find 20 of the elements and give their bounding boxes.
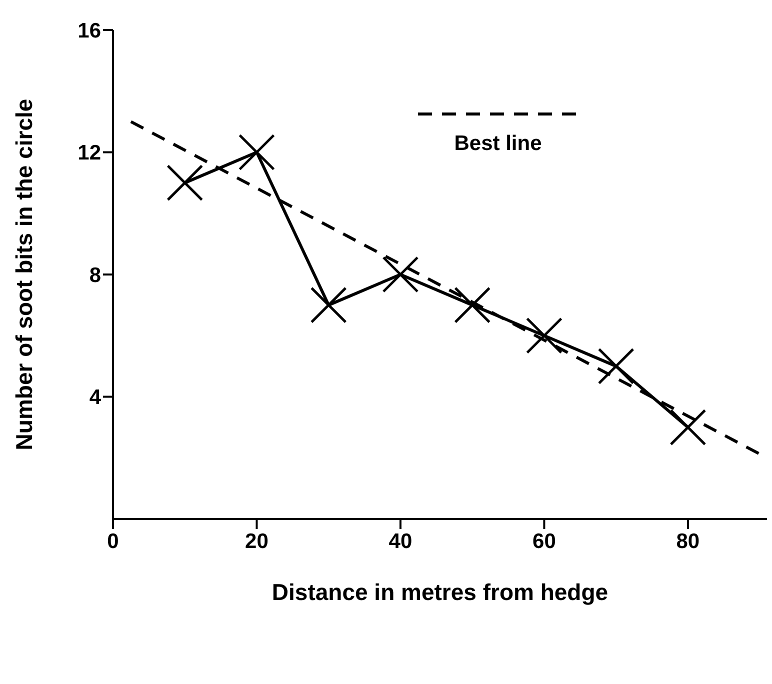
y-tick-label: 16 bbox=[78, 19, 101, 42]
y-axis-title: Number of soot bits in the circle bbox=[11, 98, 38, 450]
x-tick-label: 0 bbox=[107, 530, 119, 553]
x-axis-title: Distance in metres from hedge bbox=[272, 579, 608, 605]
text: Best line bbox=[454, 132, 542, 156]
point bbox=[310, 286, 347, 324]
y-tick-label: 8 bbox=[89, 264, 102, 287]
point bbox=[526, 317, 562, 354]
x-tick-label: 20 bbox=[245, 530, 268, 553]
y-tick-label: 12 bbox=[78, 142, 101, 165]
x-tick-label: 60 bbox=[532, 530, 556, 553]
point bbox=[598, 348, 634, 384]
y-tick-label: 4 bbox=[89, 386, 102, 410]
x-tick-label: 80 bbox=[676, 530, 700, 553]
x-tick-label: 40 bbox=[388, 530, 412, 553]
point bbox=[454, 286, 491, 324]
point bbox=[238, 134, 275, 170]
point bbox=[670, 409, 706, 446]
point bbox=[382, 256, 419, 293]
point bbox=[166, 164, 204, 202]
